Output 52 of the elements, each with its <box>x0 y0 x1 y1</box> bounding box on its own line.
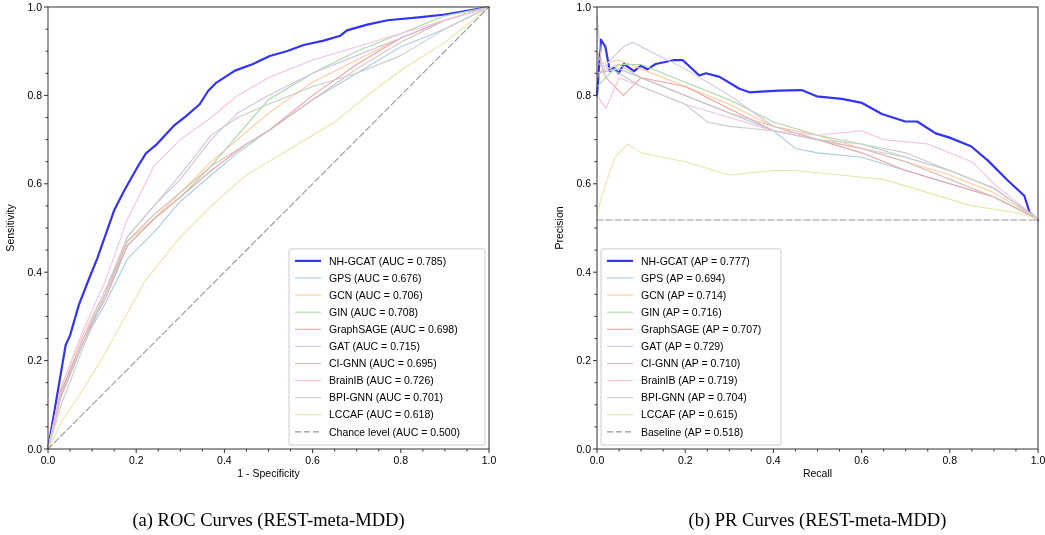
x-axis-title: Recall <box>802 467 833 479</box>
x-tick-label: 0.2 <box>128 454 144 466</box>
legend-label: LCCAF (AP = 0.615) <box>641 408 738 421</box>
legend-label: GPS (AP = 0.694) <box>641 271 726 284</box>
legend-label: GraphSAGE (AP = 0.707) <box>641 322 762 335</box>
legend-label: BPI-GNN (AP = 0.704) <box>641 391 747 404</box>
y-tick-label: 0.0 <box>27 442 43 455</box>
x-tick-label: 0.4 <box>766 454 781 466</box>
y-tick-label: 0.0 <box>576 442 592 455</box>
x-tick-label: 0.8 <box>942 454 958 466</box>
legend-label: GraphSAGE (AUC = 0.698) <box>329 322 458 335</box>
text: (a) ROC Curves (REST-meta-MDD) <box>132 510 405 531</box>
legend-label: Baseline (AP = 0.518) <box>641 425 744 438</box>
x-tick-label: 0.6 <box>854 454 870 466</box>
y-tick-label: 0.8 <box>576 89 592 102</box>
x-tick-label: 0.0 <box>40 454 56 466</box>
y-tick-label: 0.6 <box>576 177 592 190</box>
x-tick-label: 0.2 <box>677 454 693 466</box>
y-tick-label: 1.0 <box>27 0 43 13</box>
y-tick-label: 0.4 <box>27 265 43 278</box>
y-tick-label: 0.4 <box>576 265 592 278</box>
x-axis-title: 1 - Specificity <box>237 467 301 479</box>
y-axis-title: Sensitivity <box>4 203 16 252</box>
y-tick-label: 0.2 <box>27 354 43 367</box>
legend-label: GCN (AP = 0.714) <box>641 288 727 301</box>
legend-label: BPI-GNN (AUC = 0.701) <box>329 391 444 404</box>
x-tick-label: 0.0 <box>589 454 605 466</box>
legend-label: GAT (AP = 0.729) <box>641 340 724 353</box>
y-tick-label: 0.8 <box>27 89 43 102</box>
y-tick-label: 0.6 <box>27 177 43 190</box>
x-tick-label: 1.0 <box>481 454 497 466</box>
x-tick-label: 1.0 <box>1030 454 1045 466</box>
legend-label: GCN (AUC = 0.706) <box>329 288 423 301</box>
legend-label: GIN (AP = 0.716) <box>641 305 722 318</box>
legend-label: LCCAF (AUC = 0.618) <box>329 408 434 421</box>
legend-label: NH-GCAT (AUC = 0.785) <box>329 254 447 267</box>
y-tick-label: 0.2 <box>576 354 592 367</box>
legend-label: CI-GNN (AUC = 0.695) <box>329 357 437 370</box>
legend-label: Chance level (AUC = 0.500) <box>329 425 461 438</box>
legend-label: BrainIB (AP = 0.719) <box>641 374 738 387</box>
text: (b) PR Curves (REST-meta-MDD) <box>688 510 947 531</box>
legend-label: NH-GCAT (AP = 0.777) <box>641 254 750 267</box>
legend-label: BrainIB (AUC = 0.726) <box>329 374 434 387</box>
legend-label: GIN (AUC = 0.708) <box>329 305 418 318</box>
legend-label: GAT (AUC = 0.715) <box>329 340 420 353</box>
y-tick-label: 1.0 <box>576 0 592 13</box>
x-tick-label: 0.4 <box>217 454 232 466</box>
x-tick-label: 0.6 <box>305 454 321 466</box>
y-axis-title: Precision <box>553 206 565 250</box>
x-tick-label: 0.8 <box>393 454 409 466</box>
legend-label: GPS (AUC = 0.676) <box>329 271 422 284</box>
legend-label: CI-GNN (AP = 0.710) <box>641 357 741 370</box>
